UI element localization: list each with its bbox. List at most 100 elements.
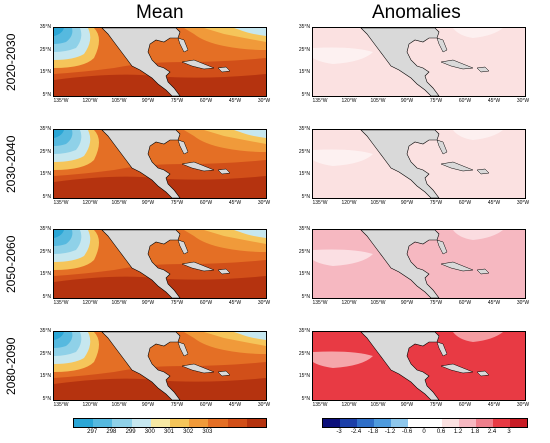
mean-map-panel (53, 27, 267, 97)
mean-colorbar-label: 299 (125, 429, 136, 435)
lat-tick-label: 25°N (39, 350, 51, 357)
mean-map-panel (53, 229, 267, 299)
lon-tick-label: 90°W (141, 402, 155, 408)
anom-color-swatch (510, 419, 527, 427)
anom-color-swatch (459, 419, 476, 427)
lon-tick-label: 30°W (516, 402, 530, 408)
anomaly-map-panel (312, 331, 526, 401)
anom-color-swatch (442, 419, 459, 427)
mean-color-swatch (131, 419, 151, 427)
lon-tick-label: 60°W (458, 402, 472, 408)
lat-tick-label: 35°N (39, 24, 51, 30)
row-label: 2020-2030 (4, 33, 18, 91)
lon-tick-label: 90°W (400, 200, 414, 206)
lon-tick-label: 105°W (111, 402, 127, 408)
lon-tick-label: 105°W (370, 200, 386, 206)
anom-colorbar-label: -1.8 (367, 429, 379, 435)
lat-tick-label: 5°N (42, 396, 51, 402)
lon-tick-label: 30°W (257, 300, 271, 306)
lat-tick-label: 15°N (39, 373, 51, 380)
lon-tick-label: 135°W (53, 200, 69, 206)
anomaly-map-panel (312, 129, 526, 199)
row-label: 2080-2090 (4, 337, 18, 395)
lon-tick-label: 60°W (458, 200, 472, 206)
lat-tick-label: 35°N (298, 126, 310, 132)
mean-colorbar-label: 301 (163, 429, 174, 435)
lon-tick-label: 60°W (458, 300, 472, 306)
lon-tick-label: 90°W (141, 200, 155, 206)
row-label: 2030-2040 (4, 135, 18, 193)
lon-tick-label: 30°W (257, 402, 271, 408)
mean-color-swatch (74, 419, 94, 427)
lat-tick-label: 35°N (39, 126, 51, 132)
lat-tick-label: 5°N (42, 92, 51, 98)
anom-color-swatch (340, 419, 357, 427)
anom-colorbar-label: 1.8 (470, 429, 480, 435)
mean-colorbar-label: 303 (202, 429, 213, 435)
anom-colorbar-label: -0.6 (401, 429, 413, 435)
lat-tick-label: 5°N (42, 194, 51, 200)
lon-tick-label: 105°W (370, 402, 386, 408)
mean-color-swatch (150, 419, 171, 427)
lat-tick-label: 35°N (298, 226, 310, 232)
anom-color-swatch (476, 419, 493, 427)
lat-tick-label: 15°N (39, 271, 51, 278)
anom-color-swatch (357, 419, 374, 427)
lon-tick-label: 120°W (82, 402, 98, 408)
lon-tick-label: 60°W (199, 98, 213, 104)
lon-tick-label: 120°W (82, 300, 98, 306)
lat-tick-label: 25°N (39, 46, 51, 53)
lon-tick-label: 90°W (400, 402, 414, 408)
lat-tick-label: 25°N (298, 148, 310, 155)
anom-color-swatch (374, 419, 391, 427)
mean-column-title: Mean (136, 2, 184, 23)
lon-tick-label: 60°W (199, 200, 213, 206)
anom-colorbar-label: -3 (336, 429, 342, 435)
lat-tick-label: 15°N (39, 171, 51, 178)
anom-color-swatch (391, 419, 408, 427)
anomalies-column-title: Anomalies (372, 2, 461, 23)
anomaly-colorbar (322, 418, 528, 428)
lon-tick-label: 30°W (257, 98, 271, 104)
anom-color-swatch (323, 419, 340, 427)
lon-tick-label: 135°W (53, 402, 69, 408)
mean-colorbar-label: 302 (183, 429, 194, 435)
lon-tick-label: 90°W (141, 300, 155, 306)
lon-tick-label: 120°W (341, 200, 357, 206)
lon-tick-label: 105°W (370, 300, 386, 306)
lat-tick-label: 15°N (298, 69, 310, 76)
lat-tick-label: 5°N (301, 194, 310, 200)
anom-colorbar-label: 0.6 (436, 429, 446, 435)
lon-tick-label: 45°W (228, 98, 242, 104)
lon-tick-label: 45°W (487, 300, 501, 306)
lat-tick-label: 5°N (301, 92, 310, 98)
lat-tick-label: 25°N (39, 148, 51, 155)
mean-colorbar (73, 418, 267, 428)
lat-tick-label: 5°N (42, 294, 51, 300)
lon-tick-label: 120°W (341, 402, 357, 408)
lat-tick-label: 35°N (298, 24, 310, 30)
lat-tick-label: 15°N (298, 373, 310, 380)
lon-tick-label: 75°W (170, 200, 184, 206)
lat-tick-label: 35°N (39, 226, 51, 232)
mean-color-swatch (170, 419, 190, 427)
lon-tick-label: 30°W (516, 300, 530, 306)
mean-color-swatch (208, 419, 228, 427)
anom-color-swatch (425, 419, 442, 427)
lat-tick-label: 35°N (298, 328, 310, 334)
lat-tick-label: 5°N (301, 396, 310, 402)
lon-tick-label: 90°W (400, 300, 414, 306)
lon-tick-label: 45°W (228, 200, 242, 206)
mean-colorbar-label: 298 (106, 429, 117, 435)
lon-tick-label: 120°W (341, 98, 357, 104)
lat-tick-label: 15°N (39, 69, 51, 76)
lon-tick-label: 105°W (111, 200, 127, 206)
anom-colorbar-label: 0 (422, 429, 426, 435)
lon-tick-label: 105°W (111, 300, 127, 306)
lon-tick-label: 135°W (53, 98, 69, 104)
anom-colorbar-label: 2.4 (487, 429, 497, 435)
lat-tick-label: 15°N (298, 271, 310, 278)
lat-tick-label: 35°N (39, 328, 51, 334)
lon-tick-label: 75°W (170, 98, 184, 104)
lat-tick-label: 5°N (301, 294, 310, 300)
